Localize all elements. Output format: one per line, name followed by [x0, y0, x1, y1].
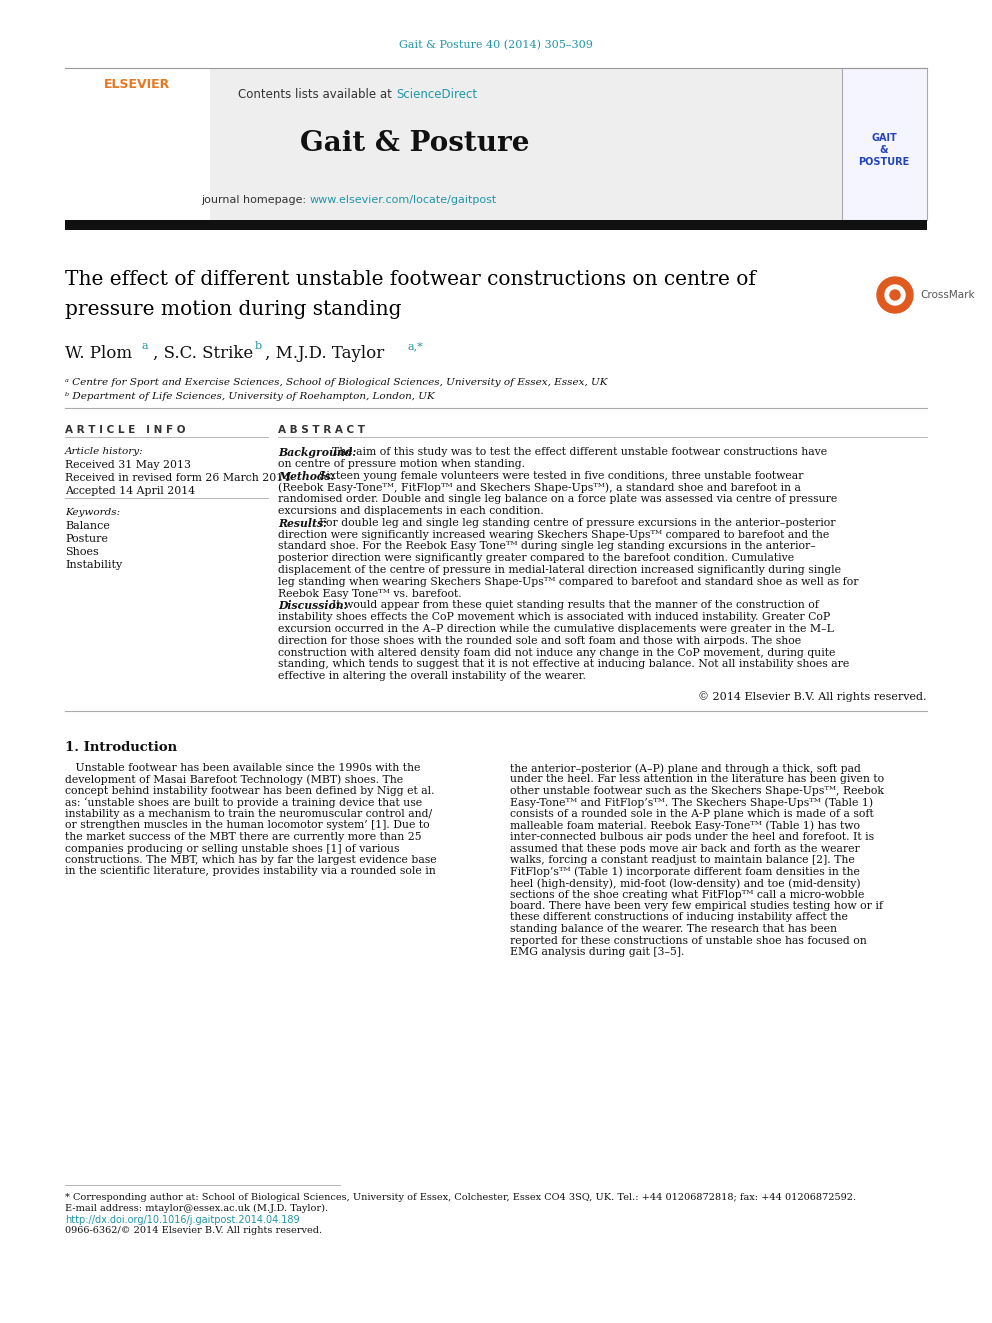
Text: a: a [142, 341, 149, 351]
Text: The aim of this study was to test the effect different unstable footwear constru: The aim of this study was to test the ef… [325, 447, 827, 456]
Text: concept behind instability footwear has been defined by Nigg et al.: concept behind instability footwear has … [65, 786, 434, 796]
Text: Methods:: Methods: [278, 471, 334, 482]
Text: Reebok Easy Toneᵀᴹ vs. barefoot.: Reebok Easy Toneᵀᴹ vs. barefoot. [278, 589, 461, 598]
Text: pressure motion during standing: pressure motion during standing [65, 300, 402, 319]
Text: Keywords:: Keywords: [65, 508, 120, 517]
Bar [842, 67, 927, 220]
Text: as: ‘unstable shoes are built to provide a training device that use: as: ‘unstable shoes are built to provide… [65, 798, 423, 808]
Text: FitFlop’sᵀᴹ (Table 1) incorporate different foam densities in the: FitFlop’sᵀᴹ (Table 1) incorporate differ… [510, 867, 860, 877]
Text: reported for these constructions of unstable shoe has focused on: reported for these constructions of unst… [510, 935, 867, 946]
Text: on centre of pressure motion when standing.: on centre of pressure motion when standi… [278, 459, 525, 468]
Text: Contents lists available at: Contents lists available at [238, 89, 396, 101]
Text: consists of a rounded sole in the A-P plane which is made of a soft: consists of a rounded sole in the A-P pl… [510, 808, 874, 819]
Text: walks, forcing a constant readjust to maintain balance [2]. The: walks, forcing a constant readjust to ma… [510, 855, 855, 865]
Text: journal homepage:: journal homepage: [201, 194, 310, 205]
Text: Sixteen young female volunteers were tested in five conditions, three unstable f: Sixteen young female volunteers were tes… [312, 471, 804, 480]
Text: constructions. The MBT, which has by far the largest evidence base: constructions. The MBT, which has by far… [65, 855, 436, 865]
Circle shape [885, 284, 905, 306]
Text: inter-connected bulbous air pods under the heel and forefoot. It is: inter-connected bulbous air pods under t… [510, 832, 874, 841]
Text: direction for those shoes with the rounded sole and soft foam and those with air: direction for those shoes with the round… [278, 636, 802, 646]
Text: GAIT
&
POSTURE: GAIT & POSTURE [858, 134, 910, 167]
Text: excursion occurred in the A–P direction while the cumulative displacements were : excursion occurred in the A–P direction … [278, 624, 834, 634]
Text: Article history:: Article history: [65, 447, 144, 456]
Text: Posture: Posture [65, 534, 108, 544]
Circle shape [890, 290, 900, 300]
Text: randomised order. Double and single leg balance on a force plate was assessed vi: randomised order. Double and single leg … [278, 495, 837, 504]
Text: a,*: a,* [407, 341, 423, 351]
Text: Balance: Balance [65, 521, 110, 531]
Text: the market success of the MBT there are currently more than 25: the market success of the MBT there are … [65, 832, 422, 841]
Text: or strengthen muscles in the human locomotor system’ [1]. Due to: or strengthen muscles in the human locom… [65, 820, 430, 831]
Text: © 2014 Elsevier B.V. All rights reserved.: © 2014 Elsevier B.V. All rights reserved… [698, 691, 927, 701]
Text: E-mail address: mtaylor@essex.ac.uk (M.J.D. Taylor).: E-mail address: mtaylor@essex.ac.uk (M.J… [65, 1204, 328, 1213]
Text: standard shoe. For the Reebok Easy Toneᵀᴹ during single leg standing excursions : standard shoe. For the Reebok Easy Toneᵀ… [278, 541, 815, 552]
Bar [65, 67, 210, 220]
Text: A B S T R A C T: A B S T R A C T [278, 425, 365, 435]
Text: heel (high-density), mid-foot (low-density) and toe (mid-density): heel (high-density), mid-foot (low-densi… [510, 878, 861, 889]
Text: Received in revised form 26 March 2014: Received in revised form 26 March 2014 [65, 474, 290, 483]
Text: For double leg and single leg standing centre of pressure excursions in the ante: For double leg and single leg standing c… [312, 517, 836, 528]
Text: * Corresponding author at: School of Biological Sciences, University of Essex, C: * Corresponding author at: School of Bio… [65, 1193, 856, 1203]
Text: instability as a mechanism to train the neuromuscular control and/: instability as a mechanism to train the … [65, 808, 433, 819]
Text: ScienceDirect: ScienceDirect [396, 89, 477, 101]
Text: b: b [255, 341, 262, 351]
Text: excursions and displacements in each condition.: excursions and displacements in each con… [278, 505, 544, 516]
Text: development of Masai Barefoot Technology (MBT) shoes. The: development of Masai Barefoot Technology… [65, 774, 403, 785]
Text: Instability: Instability [65, 560, 122, 570]
Text: leg standing when wearing Skechers Shape-Upsᵀᴹ compared to barefoot and standard: leg standing when wearing Skechers Shape… [278, 577, 858, 587]
Text: standing, which tends to suggest that it is not effective at inducing balance. N: standing, which tends to suggest that it… [278, 659, 849, 669]
Text: ELSEVIER: ELSEVIER [104, 78, 170, 91]
Text: Shoes: Shoes [65, 546, 99, 557]
Text: instability shoes effects the CoP movement which is associated with induced inst: instability shoes effects the CoP moveme… [278, 613, 830, 622]
Text: Unstable footwear has been available since the 1990s with the: Unstable footwear has been available sin… [65, 763, 421, 773]
Text: Gait & Posture 40 (2014) 305–309: Gait & Posture 40 (2014) 305–309 [399, 40, 593, 50]
Text: 1. Introduction: 1. Introduction [65, 741, 178, 754]
Text: Background:: Background: [278, 447, 356, 458]
Text: Results:: Results: [278, 517, 327, 529]
Text: (Reebok Easy-Toneᵀᴹ, FitFlopᵀᴹ and Skechers Shape-Upsᵀᴹ), a standard shoe and ba: (Reebok Easy-Toneᵀᴹ, FitFlopᵀᴹ and Skech… [278, 483, 801, 493]
Text: It would appear from these quiet standing results that the manner of the constru: It would appear from these quiet standin… [325, 601, 819, 610]
Text: Discussion:: Discussion: [278, 601, 347, 611]
Text: construction with altered density foam did not induce any change in the CoP move: construction with altered density foam d… [278, 647, 835, 658]
Text: , M.J.D. Taylor: , M.J.D. Taylor [265, 345, 384, 363]
Text: under the heel. Far less attention in the literature has been given to: under the heel. Far less attention in th… [510, 774, 884, 785]
Text: other unstable footwear such as the Skechers Shape-Upsᵀᴹ, Reebok: other unstable footwear such as the Skec… [510, 786, 884, 796]
Text: , S.C. Strike: , S.C. Strike [153, 345, 253, 363]
Text: effective in altering the overall instability of the wearer.: effective in altering the overall instab… [278, 671, 586, 681]
Circle shape [877, 277, 913, 314]
Text: ᵇ Department of Life Sciences, University of Roehampton, London, UK: ᵇ Department of Life Sciences, Universit… [65, 392, 434, 401]
Text: these different constructions of inducing instability affect the: these different constructions of inducin… [510, 913, 848, 922]
Text: companies producing or selling unstable shoes [1] of various: companies producing or selling unstable … [65, 844, 400, 853]
Text: http://dx.doi.org/10.1016/j.gaitpost.2014.04.189: http://dx.doi.org/10.1016/j.gaitpost.201… [65, 1215, 300, 1225]
Bar [65, 220, 927, 230]
Text: assumed that these pods move air back and forth as the wearer: assumed that these pods move air back an… [510, 844, 860, 853]
Text: malleable foam material. Reebok Easy-Toneᵀᴹ (Table 1) has two: malleable foam material. Reebok Easy-Ton… [510, 820, 860, 831]
Text: 0966-6362/© 2014 Elsevier B.V. All rights reserved.: 0966-6362/© 2014 Elsevier B.V. All right… [65, 1226, 322, 1234]
Bar [65, 67, 927, 220]
Text: CrossMark: CrossMark [920, 290, 974, 300]
Text: direction were significantly increased wearing Skechers Shape-Upsᵀᴹ compared to : direction were significantly increased w… [278, 529, 829, 540]
Text: standing balance of the wearer. The research that has been: standing balance of the wearer. The rese… [510, 923, 837, 934]
Text: Easy-Toneᵀᴹ and FitFlop’sᵀᴹ. The Skechers Shape-Upsᵀᴹ (Table 1): Easy-Toneᵀᴹ and FitFlop’sᵀᴹ. The Skecher… [510, 798, 873, 808]
Text: Accepted 14 April 2014: Accepted 14 April 2014 [65, 486, 195, 496]
Text: W. Plom: W. Plom [65, 345, 132, 363]
Text: ᵃ Centre for Sport and Exercise Sciences, School of Biological Sciences, Univers: ᵃ Centre for Sport and Exercise Sciences… [65, 378, 607, 388]
Text: www.elsevier.com/locate/gaitpost: www.elsevier.com/locate/gaitpost [310, 194, 497, 205]
Text: EMG analysis during gait [3–5].: EMG analysis during gait [3–5]. [510, 947, 684, 957]
Text: the anterior–posterior (A–P) plane and through a thick, soft pad: the anterior–posterior (A–P) plane and t… [510, 763, 861, 774]
Text: Received 31 May 2013: Received 31 May 2013 [65, 460, 191, 470]
Text: posterior direction were significantly greater compared to the barefoot conditio: posterior direction were significantly g… [278, 553, 795, 564]
Text: The effect of different unstable footwear constructions on centre of: The effect of different unstable footwea… [65, 270, 756, 288]
Text: Gait & Posture: Gait & Posture [301, 130, 530, 157]
Text: A R T I C L E   I N F O: A R T I C L E I N F O [65, 425, 186, 435]
Text: displacement of the centre of pressure in medial-lateral direction increased sig: displacement of the centre of pressure i… [278, 565, 841, 576]
Text: board. There have been very few empirical studies testing how or if: board. There have been very few empirica… [510, 901, 883, 912]
Text: sections of the shoe creating what FitFlopᵀᴹ call a micro-wobble: sections of the shoe creating what FitFl… [510, 889, 864, 900]
Text: in the scientific literature, provides instability via a rounded sole in: in the scientific literature, provides i… [65, 867, 435, 877]
